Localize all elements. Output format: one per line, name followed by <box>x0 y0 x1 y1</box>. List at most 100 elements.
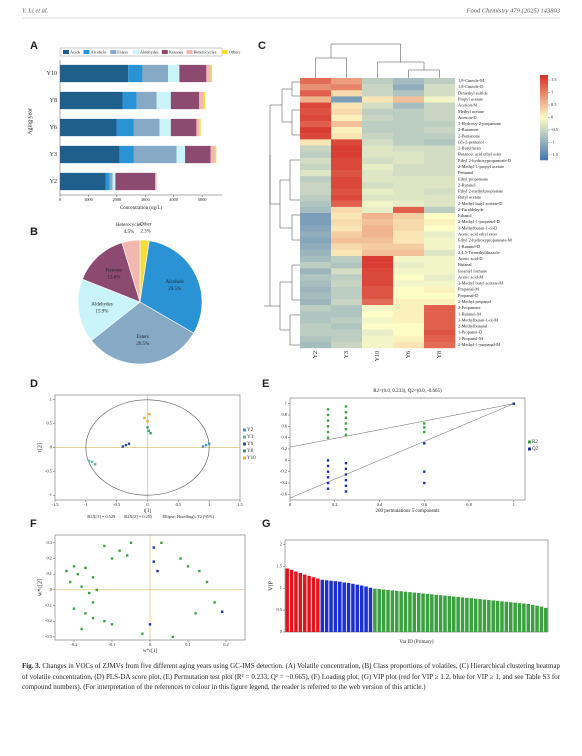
heatmap-cell <box>393 262 425 269</box>
row-label: 2-Methyl-1-propyl acetate <box>458 164 504 169</box>
heatmap-cell <box>362 286 394 293</box>
heatmap-cell <box>424 151 456 158</box>
heatmap-cell <box>424 127 456 134</box>
colorbar-step <box>540 125 548 128</box>
row-label: Ethyl 2-methylpropionate <box>458 189 503 194</box>
legend-label: Alcohols <box>91 49 107 54</box>
heatmap-cell <box>424 225 456 232</box>
row-label: 2-Methyl propanal <box>458 299 492 304</box>
heatmap-cell <box>300 323 332 330</box>
row-label: 2-Methyl butyl acetate-D <box>458 201 502 206</box>
heatmap-cell <box>362 311 394 318</box>
row-label: 2-Furaldehyde <box>458 207 484 212</box>
row-label: 1,8-Cineole-D <box>458 84 483 90</box>
bar <box>351 583 355 632</box>
fit-line <box>289 403 514 448</box>
bar <box>526 603 531 632</box>
slice-value: 15.9% <box>96 309 109 314</box>
point <box>344 416 348 420</box>
point <box>160 541 163 545</box>
heatmap-cell <box>393 341 425 349</box>
bar <box>395 590 399 632</box>
heatmap-cell <box>362 255 394 263</box>
heatmap-cell <box>362 114 394 122</box>
slice-value: 4.5% <box>124 230 134 235</box>
bar <box>539 606 544 632</box>
bar <box>465 597 469 632</box>
column-dendrogram <box>315 43 440 78</box>
heatmap-cell <box>331 274 363 281</box>
heatmap-cell <box>424 90 456 97</box>
y-tick-label: 0.2 <box>282 446 288 451</box>
colorbar-step <box>540 97 548 101</box>
bar-segment <box>60 64 129 83</box>
point <box>326 476 330 479</box>
bar-segment <box>60 172 106 191</box>
bar-segment <box>112 172 116 191</box>
heatmap-cell <box>424 120 456 128</box>
heatmap-cell <box>424 145 456 152</box>
legend-label: Acids <box>70 49 81 54</box>
heatmap-cell <box>393 305 425 312</box>
point <box>80 627 83 631</box>
y-tick-label: 0.4 <box>282 435 288 440</box>
bar-segment <box>210 145 215 164</box>
row-label: Propyl acetate <box>458 96 483 101</box>
heatmap-cell <box>424 280 456 287</box>
row-label: 1,8-Cineole-M <box>458 78 484 84</box>
bar-segment <box>159 118 171 137</box>
column-label: Y3 <box>344 351 350 358</box>
bar <box>320 579 325 632</box>
bar <box>482 599 487 632</box>
x-tick-label: -1 <box>84 502 88 507</box>
bar <box>298 572 303 632</box>
bar <box>513 602 517 632</box>
heatmap-cell <box>331 114 363 122</box>
bar <box>316 578 320 632</box>
heatmap-cell <box>331 323 363 330</box>
colorbar-label: 1.5 <box>551 77 557 82</box>
heatmap-cell <box>362 231 394 238</box>
row-label: 2,4,5-Trimethylthiazole <box>458 250 500 256</box>
point <box>344 405 348 408</box>
heatmap-cell <box>424 243 456 251</box>
bar <box>500 601 504 632</box>
point <box>423 422 426 425</box>
heatmap-cell <box>424 335 456 343</box>
row-label: 2-Methylbutanal <box>458 324 488 329</box>
colorbar-step <box>540 145 548 148</box>
bar <box>535 605 539 632</box>
point <box>512 402 516 405</box>
colorbar-step <box>540 147 548 151</box>
point <box>126 554 129 557</box>
heatmap-cell <box>300 262 332 269</box>
row-label: Ethyl 2-hydroxypropanoate-M <box>458 238 512 243</box>
y-tick-label: 2 <box>280 541 282 546</box>
row-label: Ethyl 2-hydroxypropanoate-D <box>458 158 511 163</box>
legend-label: R2 <box>532 440 538 445</box>
y-tick-label: 0 <box>285 457 288 462</box>
point <box>221 610 224 613</box>
row-label: Methyl acetate <box>458 109 484 114</box>
bar <box>355 584 360 632</box>
heatmap-cell <box>300 311 332 318</box>
point <box>326 413 330 417</box>
heatmap-cell <box>331 108 363 116</box>
point <box>146 420 149 423</box>
heatmap-cell <box>393 268 425 275</box>
pie-slice <box>121 239 141 303</box>
fit-line <box>289 403 514 499</box>
heatmap-cell <box>393 194 425 201</box>
point <box>147 429 150 432</box>
heatmap-cell <box>300 145 332 152</box>
heatmap-cell <box>331 102 363 109</box>
column-label: Y8 <box>437 351 443 358</box>
bar-segment <box>196 118 200 137</box>
heatmap-cell <box>424 268 456 275</box>
heatmap-cell <box>393 323 425 330</box>
heatmap-cell <box>300 249 332 257</box>
heatmap-cell <box>393 96 425 103</box>
point <box>80 585 83 588</box>
heatmap-cell <box>393 120 425 128</box>
colorbar-step <box>540 135 548 138</box>
